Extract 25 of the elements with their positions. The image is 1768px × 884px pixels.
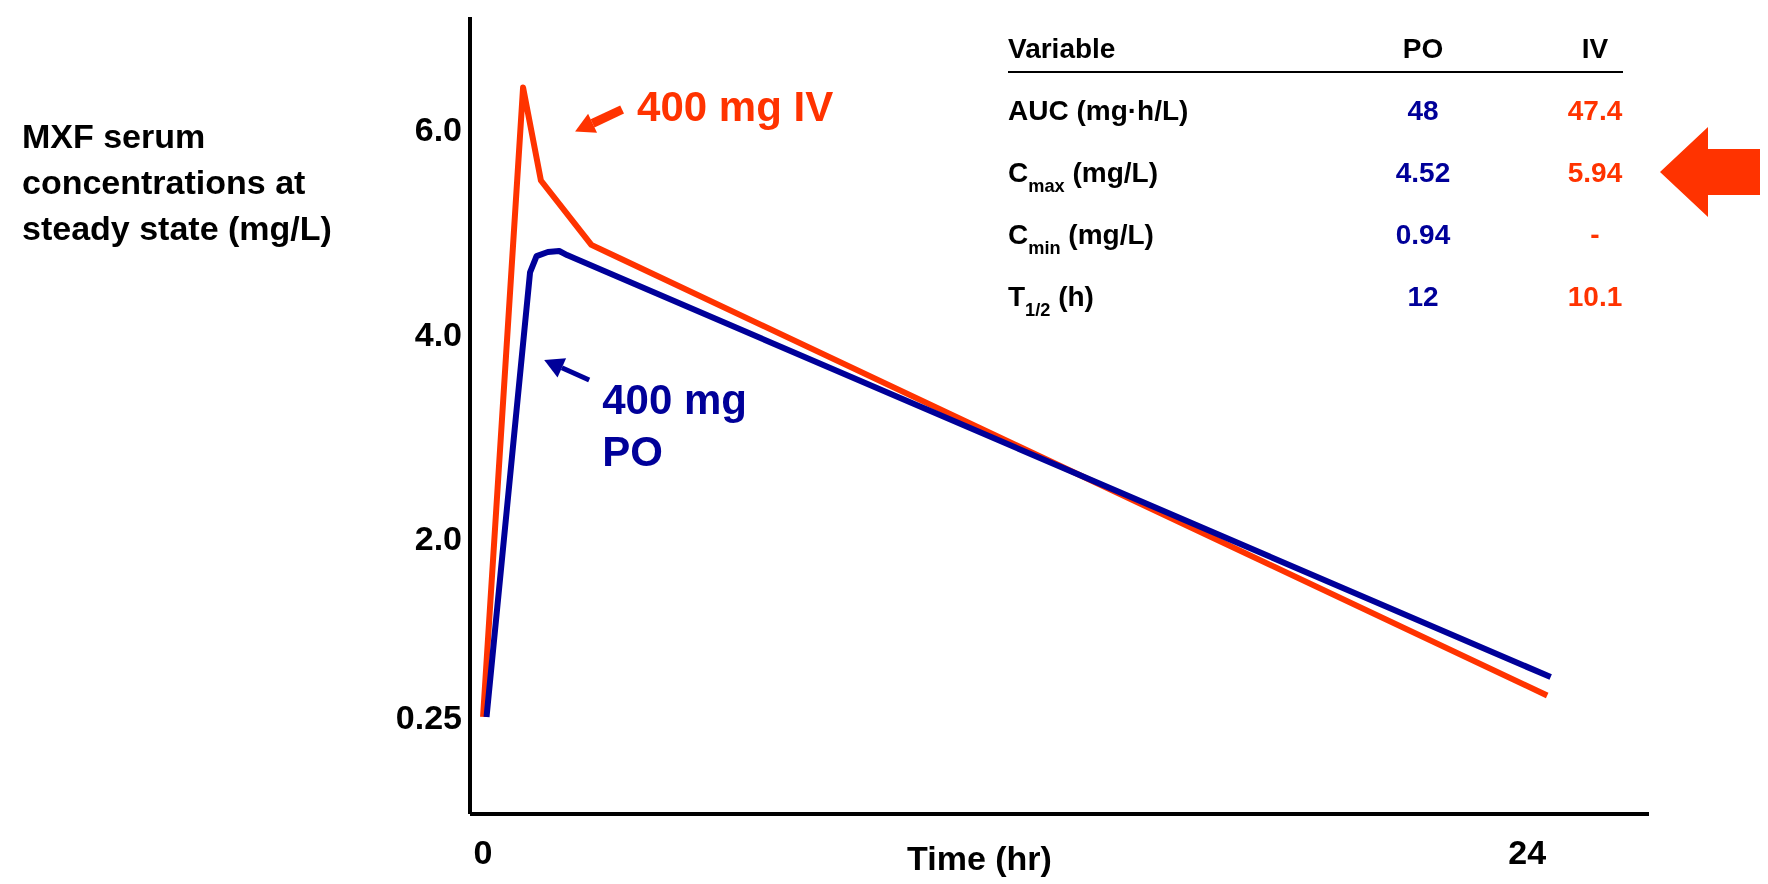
x-tick-label: 0 (473, 833, 493, 871)
annotation: IV (1581, 33, 1609, 64)
annotation: 12 (1407, 281, 1439, 312)
annotation: PO (1402, 33, 1444, 64)
legend-label: 400 mg IV (637, 82, 834, 130)
annotation: 10.1 (1567, 281, 1623, 312)
annotation: C$_{max}$ (mg/L) (1008, 157, 1158, 196)
y-tick-label: 4.0 (414, 314, 462, 353)
annotation: C$_{min}$ (mg/L) (1008, 219, 1154, 258)
y-tick-label: 2.0 (414, 519, 462, 558)
x-axis-title: Time (hr) (907, 839, 1052, 877)
annotation: 48 (1407, 95, 1439, 126)
y-tick-label: 6.0 (414, 110, 462, 149)
annotation: - (1590, 219, 1600, 250)
annotation: AUC (mg·h/L) (1008, 95, 1189, 126)
annotation: T$_{1/2}$ (h) (1008, 281, 1094, 320)
y-axis-title: MXF serum concentrations at steady state (mg/L) (22, 117, 332, 247)
legend-label: 400 mg PO (602, 375, 747, 475)
annotation: 5.94 (1567, 157, 1623, 188)
annotation: 47.4 (1567, 95, 1623, 126)
y-tick-label: 0.25 (395, 697, 462, 736)
annotation: 4.52 (1395, 157, 1451, 188)
annotation: Variable (1008, 33, 1116, 64)
x-tick-label: 24 (1508, 833, 1547, 871)
annotation: 0.94 (1395, 219, 1451, 250)
